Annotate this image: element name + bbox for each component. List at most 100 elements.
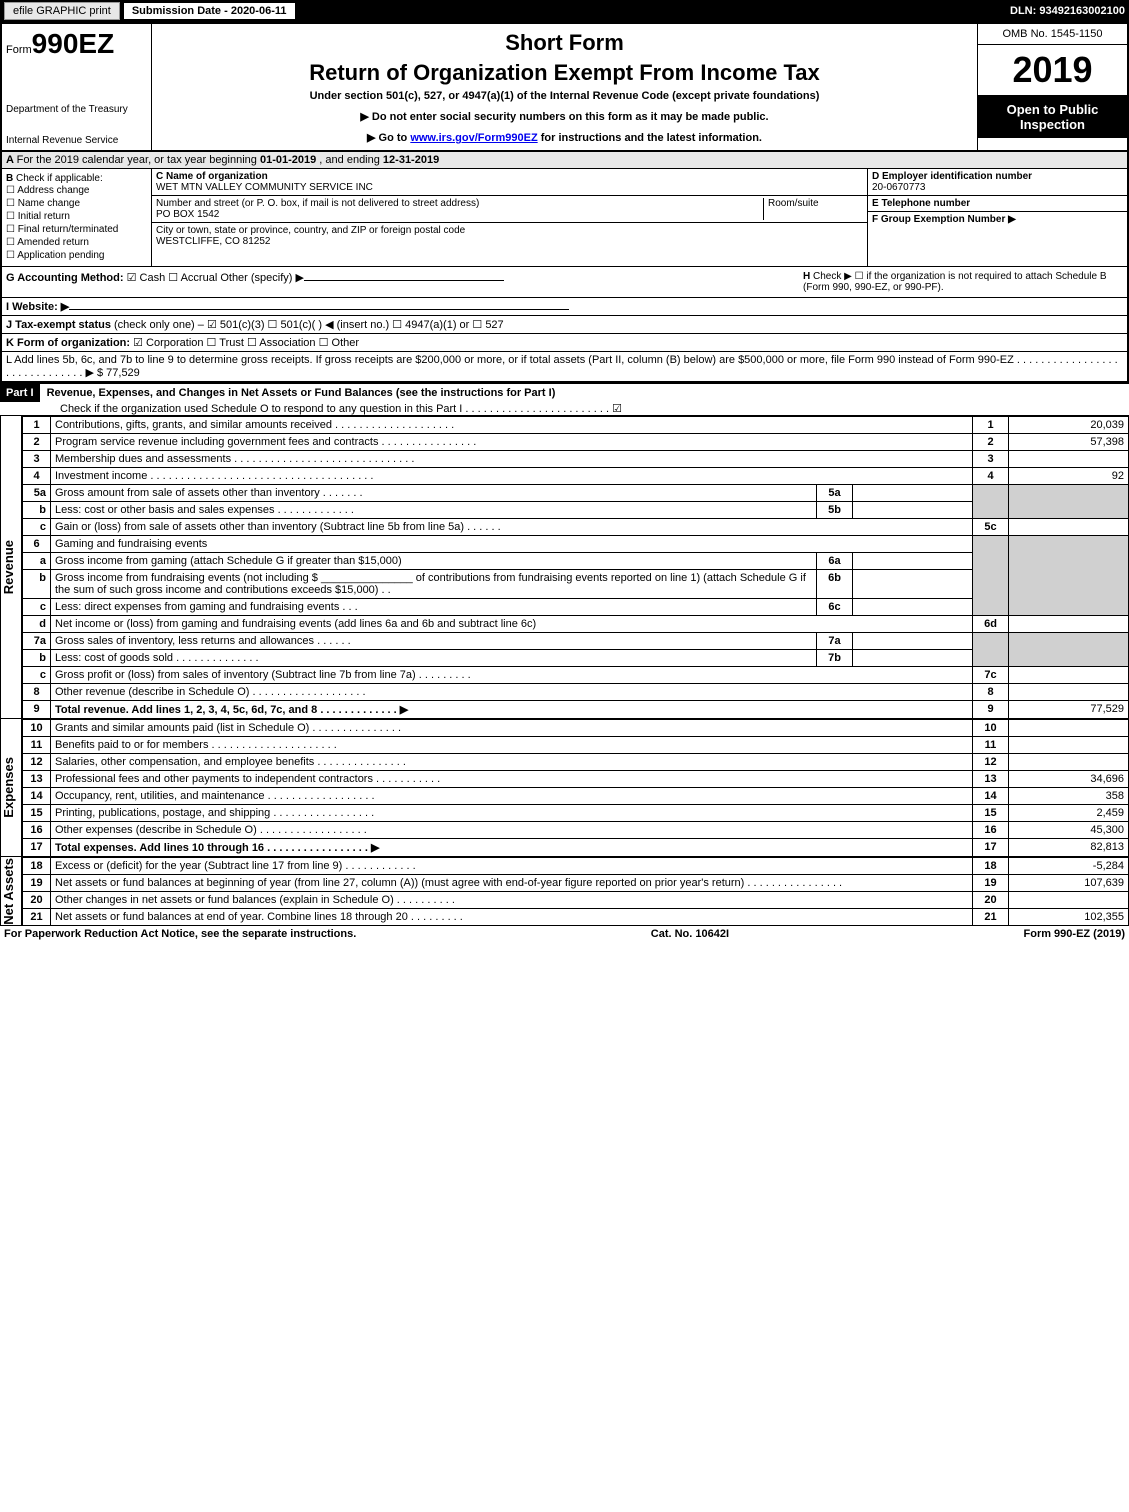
expenses-side-label: Expenses <box>1 757 21 818</box>
revenue-side-label: Revenue <box>1 540 21 594</box>
d-ein-row: D Employer identification number 20-0670… <box>868 169 1127 196</box>
form-prefix: Form <box>6 44 32 56</box>
check-address-change[interactable]: ☐ Address change <box>6 184 147 197</box>
f-group-row: F Group Exemption Number ▶ <box>868 212 1127 227</box>
open-to-public: Open to Public Inspection <box>978 96 1127 138</box>
line-11: 11Benefits paid to or for members . . . … <box>23 737 1129 754</box>
return-title: Return of Organization Exempt From Incom… <box>158 60 971 86</box>
e-label: E Telephone number <box>872 198 970 209</box>
line-5b: bLess: cost or other basis and sales exp… <box>23 502 1129 519</box>
j-status-row: J Tax-exempt status (check only one) – ☑… <box>2 316 1127 334</box>
line-1: 1Contributions, gifts, grants, and simil… <box>23 417 1129 434</box>
line-21: 21Net assets or fund balances at end of … <box>23 909 1129 926</box>
check-application-pending[interactable]: ☐ Application pending <box>6 249 147 262</box>
e-phone-row: E Telephone number <box>868 196 1127 212</box>
line-19: 19Net assets or fund balances at beginni… <box>23 875 1129 892</box>
h-text: Check ▶ ☐ if the organization is not req… <box>803 271 1107 293</box>
line-a-pre: For the 2019 calendar year, or tax year … <box>17 154 260 166</box>
page-footer: For Paperwork Reduction Act Notice, see … <box>0 926 1129 942</box>
line-6d: dNet income or (loss) from gaming and fu… <box>23 616 1129 633</box>
instruction-2: ▶ Go to www.irs.gov/Form990EZ for instru… <box>158 131 971 144</box>
footer-center: Cat. No. 10642I <box>651 928 729 940</box>
k-label: K Form of organization: <box>6 337 130 349</box>
h-label: H <box>803 271 810 282</box>
instr2-post: for instructions and the latest informat… <box>538 132 762 144</box>
i-website-row: I Website: ▶ <box>2 298 1127 316</box>
check-initial-return[interactable]: ☐ Initial return <box>6 210 147 223</box>
g-h-row: G Accounting Method: ☑ Cash ☐ Accrual Ot… <box>2 267 1127 298</box>
part-1-header: Part I Revenue, Expenses, and Changes in… <box>0 383 1129 416</box>
check-name-change[interactable]: ☐ Name change <box>6 197 147 210</box>
line-7c: cGross profit or (loss) from sales of in… <box>23 667 1129 684</box>
c-street-row: Number and street (or P. O. box, if mail… <box>152 196 867 223</box>
top-bar: efile GRAPHIC print Submission Date - 20… <box>0 0 1129 22</box>
irs-link[interactable]: www.irs.gov/Form990EZ <box>410 132 537 144</box>
short-form-title: Short Form <box>158 30 971 56</box>
check-final-return[interactable]: ☐ Final return/terminated <box>6 223 147 236</box>
line-5c: cGain or (loss) from sale of assets othe… <box>23 519 1129 536</box>
g-cash[interactable]: ☑ Cash <box>127 272 166 284</box>
line-7b: bLess: cost of goods sold . . . . . . . … <box>23 650 1129 667</box>
j-text: (check only one) – ☑ 501(c)(3) ☐ 501(c)(… <box>114 319 504 331</box>
line-6c: cLess: direct expenses from gaming and f… <box>23 599 1129 616</box>
line-6: 6Gaming and fundraising events <box>23 536 1129 553</box>
line-a-mid: , and ending <box>316 154 383 166</box>
org-name: WET MTN VALLEY COMMUNITY SERVICE INC <box>156 182 373 193</box>
city-label: City or town, state or province, country… <box>156 225 465 236</box>
part-1-check: Check if the organization used Schedule … <box>0 403 622 415</box>
line-9: 9Total revenue. Add lines 1, 2, 3, 4, 5c… <box>23 701 1129 719</box>
net-assets-section: Net Assets 18Excess or (deficit) for the… <box>0 857 1129 926</box>
ein-value: 20-0670773 <box>872 182 925 193</box>
line-5a: 5aGross amount from sale of assets other… <box>23 485 1129 502</box>
line-8: 8Other revenue (describe in Schedule O) … <box>23 684 1129 701</box>
line-10: 10Grants and similar amounts paid (list … <box>23 720 1129 737</box>
line-13: 13Professional fees and other payments t… <box>23 771 1129 788</box>
line-12: 12Salaries, other compensation, and empl… <box>23 754 1129 771</box>
part-1-title: Revenue, Expenses, and Changes in Net As… <box>43 385 560 401</box>
form-header: Form990EZ Department of the Treasury Int… <box>0 22 1129 152</box>
street-label: Number and street (or P. O. box, if mail… <box>156 198 479 209</box>
line-4: 4Investment income . . . . . . . . . . .… <box>23 468 1129 485</box>
c-city-row: City or town, state or province, country… <box>152 223 867 249</box>
line-a-end: 12-31-2019 <box>383 154 439 166</box>
section-b: B Check if applicable: ☐ Address change … <box>2 169 152 266</box>
org-street: PO BOX 1542 <box>156 209 219 220</box>
line-16: 16Other expenses (describe in Schedule O… <box>23 822 1129 839</box>
line-6b: bGross income from fundraising events (n… <box>23 570 1129 599</box>
org-info-section: A For the 2019 calendar year, or tax yea… <box>0 152 1129 383</box>
line-18: 18Excess or (deficit) for the year (Subt… <box>23 858 1129 875</box>
under-section-text: Under section 501(c), 527, or 4947(a)(1)… <box>158 90 971 102</box>
instr2-pre: ▶ Go to <box>367 132 410 144</box>
g-accrual[interactable]: ☐ Accrual <box>168 272 217 284</box>
k-text: ☑ Corporation ☐ Trust ☐ Association ☐ Ot… <box>133 337 359 349</box>
netassets-side-label: Net Assets <box>1 858 21 925</box>
revenue-section: Revenue 1Contributions, gifts, grants, a… <box>0 416 1129 719</box>
i-label: I Website: ▶ <box>6 301 69 313</box>
f-label: F Group Exemption Number ▶ <box>872 214 1016 225</box>
c-label: C Name of organization <box>156 171 268 182</box>
irs-label: Internal Revenue Service <box>6 135 147 146</box>
b-label: Check if applicable: <box>16 173 103 184</box>
efile-print-button[interactable]: efile GRAPHIC print <box>4 2 120 20</box>
g-label: G Accounting Method: <box>6 272 124 284</box>
submission-date: Submission Date - 2020-06-11 <box>124 3 295 19</box>
line-3: 3Membership dues and assessments . . . .… <box>23 451 1129 468</box>
h-check: H Check ▶ ☐ if the organization is not r… <box>803 271 1123 293</box>
d-label: D Employer identification number <box>872 171 1032 182</box>
footer-left: For Paperwork Reduction Act Notice, see … <box>4 928 356 940</box>
k-form-row: K Form of organization: ☑ Corporation ☐ … <box>2 334 1127 352</box>
line-6a: aGross income from gaming (attach Schedu… <box>23 553 1129 570</box>
c-name-row: C Name of organization WET MTN VALLEY CO… <box>152 169 867 196</box>
form-number: 990EZ <box>32 28 115 59</box>
line-14: 14Occupancy, rent, utilities, and mainte… <box>23 788 1129 805</box>
line-20: 20Other changes in net assets or fund ba… <box>23 892 1129 909</box>
j-label: J Tax-exempt status <box>6 319 111 331</box>
line-15: 15Printing, publications, postage, and s… <box>23 805 1129 822</box>
g-other[interactable]: Other (specify) ▶ <box>220 272 304 284</box>
line-17: 17Total expenses. Add lines 10 through 1… <box>23 839 1129 857</box>
omb-number: OMB No. 1545-1150 <box>978 24 1127 45</box>
footer-right: Form 990-EZ (2019) <box>1024 928 1125 940</box>
org-city: WESTCLIFFE, CO 81252 <box>156 236 270 247</box>
part-1-label: Part I <box>0 384 40 402</box>
check-amended-return[interactable]: ☐ Amended return <box>6 236 147 249</box>
